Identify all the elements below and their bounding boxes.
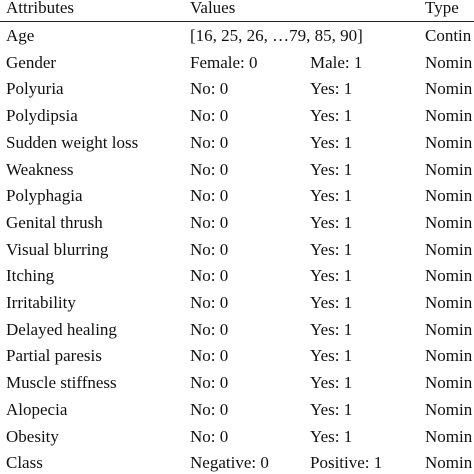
attribute-cell: Polydipsia: [6, 106, 78, 126]
attribute-cell: Age: [6, 26, 35, 45]
value-cell: Negative: 0: [190, 453, 269, 473]
type-cell: Nomin: [425, 52, 473, 72]
type-cell: Nomin: [425, 239, 473, 259]
type-cell: Nomin: [425, 426, 473, 446]
value-cell: No: 0: [190, 399, 229, 419]
value-cell: Yes: 1: [310, 346, 353, 366]
attribute-cell: Alopecia: [6, 399, 68, 419]
type-cell: Nomin: [425, 132, 473, 152]
type-cell: Contin: [425, 26, 472, 45]
type-cell: Nomin: [425, 266, 473, 286]
type-cell: Nomin: [425, 212, 473, 232]
value-cell: Yes: 1: [310, 159, 353, 179]
type-cell: Nomin: [425, 293, 473, 312]
value-cell: No: 0: [190, 373, 229, 393]
type-cell: Nomin: [425, 106, 473, 126]
attribute-cell: Polyphagia: [6, 186, 83, 206]
type-cell: Nomin: [425, 399, 473, 419]
attribute-cell: Partial paresis: [6, 346, 102, 366]
value-cell: No: 0: [190, 106, 229, 126]
value-cell: Yes: 1: [310, 186, 353, 206]
value-cell: Yes: 1: [310, 426, 353, 446]
value-cell: No: 0: [190, 159, 229, 179]
attribute-cell: Polyuria: [6, 79, 64, 99]
attribute-cell: Delayed healing: [6, 319, 117, 339]
value-cell: Yes: 1: [310, 79, 353, 99]
attribute-cell: Visual blurring: [6, 239, 109, 259]
value-cell: Yes: 1: [310, 266, 353, 286]
value-cell: No: 0: [190, 186, 229, 206]
value-cell: No: 0: [190, 346, 229, 366]
value-cell: No: 0: [190, 212, 229, 232]
type-cell: Nomin: [425, 373, 473, 393]
value-cell: No: 0: [190, 239, 229, 259]
attribute-cell: Irritability: [6, 293, 76, 312]
value-cell: No: 0: [190, 319, 229, 339]
value-cell: Positive: 1: [310, 453, 383, 473]
attribute-cell: Obesity: [6, 426, 59, 446]
value-cell: Yes: 1: [310, 319, 353, 339]
value-cell: Yes: 1: [310, 106, 353, 126]
value-cell: Yes: 1: [310, 239, 353, 259]
value-cell: No: 0: [190, 266, 229, 286]
header-rule: [0, 21, 474, 22]
header-cell: Type: [425, 0, 459, 17]
value-cell: No: 0: [190, 293, 229, 312]
attribute-cell: Itching: [6, 266, 55, 286]
attribute-cell: Weakness: [6, 159, 74, 179]
value-cell: Yes: 1: [310, 212, 353, 232]
type-cell: Nomin: [425, 346, 473, 366]
value-cell: Male: 1: [310, 52, 363, 72]
type-cell: Nomin: [425, 319, 473, 339]
value-cell: Yes: 1: [310, 293, 353, 312]
type-cell: Nomin: [425, 186, 473, 206]
header-cell: Values: [190, 0, 236, 17]
attribute-cell: Muscle stiffness: [6, 373, 117, 393]
type-cell: Nomin: [425, 159, 473, 179]
value-cell: No: 0: [190, 132, 229, 152]
value-cell: Yes: 1: [310, 132, 353, 152]
value-cell: No: 0: [190, 426, 229, 446]
value-cell: No: 0: [190, 79, 229, 99]
attribute-cell: Gender: [6, 52, 57, 72]
attribute-cell: Genital thrush: [6, 212, 103, 232]
attribute-cell: Sudden weight loss: [6, 132, 139, 152]
value-range-cell: [16, 25, 26, …79, 85, 90]: [190, 26, 363, 45]
attribute-cell: Class: [6, 453, 43, 473]
header-cell: Attributes: [6, 0, 74, 17]
value-cell: Yes: 1: [310, 373, 353, 393]
type-cell: Nomin: [425, 79, 473, 99]
value-cell: Female: 0: [190, 52, 258, 72]
type-cell: Nomin: [425, 453, 473, 473]
value-cell: Yes: 1: [310, 399, 353, 419]
